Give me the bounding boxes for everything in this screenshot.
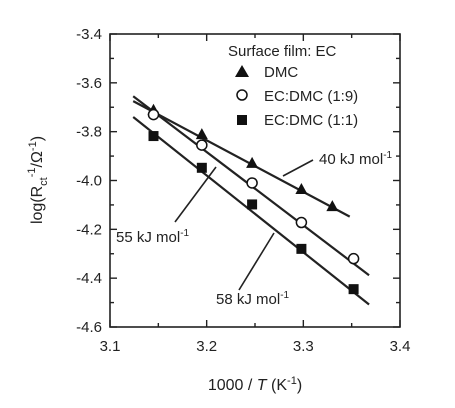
x-axis-label: 1000 / T (K-1) [208,375,302,394]
data-point-series-1 [347,252,360,265]
annotation-55kj: 55 kJ mol-1 [116,228,190,246]
x-tick-label: 3.2 [196,338,217,355]
legend-marker-ec-dmc-1-1 [237,115,247,125]
data-point-series-2 [348,284,359,295]
y-tick-label: -4.0 [76,173,102,190]
data-point-series-1 [196,139,208,151]
data-points [147,103,360,295]
y-axis-label: log(Rct-1/Ω-1) [26,136,50,224]
data-point-series-2 [196,162,207,173]
y-tick-label: -3.8 [76,124,102,141]
data-point-series-1 [147,108,160,121]
y-tick-label: -3.6 [76,75,102,92]
y-tick-label: -4.2 [76,221,102,238]
x-tick-label: 3.3 [293,338,314,355]
data-point-series-0 [295,183,308,195]
annotation-leader-58 [238,232,275,291]
y-tick-label: -3.4 [76,26,102,43]
fit-line-0 [132,100,351,218]
data-point-series-0 [195,128,208,140]
data-point-series-2 [296,243,307,254]
fit-line-2 [132,116,370,306]
legend: Surface film: EC DMC EC:DMC (1:9) EC:DMC… [228,43,358,129]
legend-label-ec-dmc-1-9: EC:DMC (1:9) [264,88,358,105]
annotation-40kj: 40 kJ mol-1 [319,150,393,168]
annotation-58kj: 58 kJ mol-1 [216,290,290,308]
x-tick-label: 3.1 [100,338,121,355]
data-point-series-0 [326,200,339,212]
legend-marker-ec-dmc-1-9 [236,89,248,101]
y-tick-label: -4.6 [76,319,102,336]
axis-ticks: 3.1 3.2 3.3 3.4 -3.4 -3.6 -3.8 -4.0 -4.2 -4.4 -4.6 [76,26,410,355]
data-point-series-2 [148,131,159,142]
annotation-leader-55 [174,166,217,223]
legend-title: Surface film: EC [228,43,337,60]
data-point-series-1 [295,216,308,229]
data-point-series-1 [246,177,258,189]
data-point-series-2 [247,199,258,210]
legend-label-dmc: DMC [264,64,298,81]
legend-marker-dmc [235,65,249,77]
legend-label-ec-dmc-1-1: EC:DMC (1:1) [264,112,358,129]
data-point-series-0 [246,156,259,168]
annotation-leader-40 [282,159,314,177]
y-tick-label: -4.4 [76,270,102,287]
x-tick-label: 3.4 [390,338,411,355]
